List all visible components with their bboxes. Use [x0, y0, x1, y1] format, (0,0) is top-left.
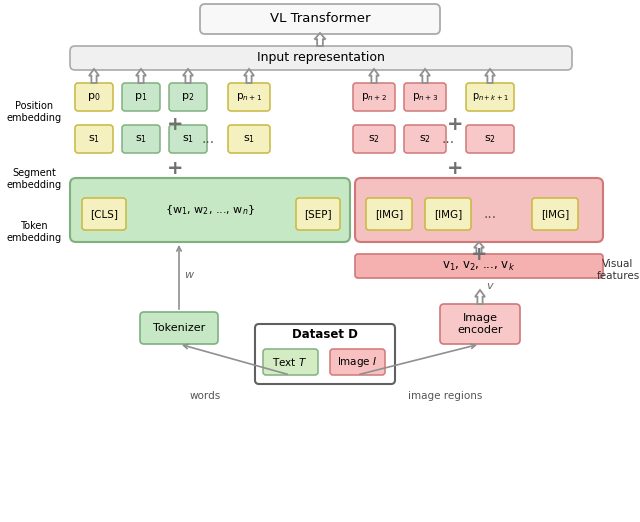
- Text: p$_{n+2}$: p$_{n+2}$: [361, 91, 387, 103]
- Polygon shape: [474, 242, 484, 254]
- Text: +: +: [167, 159, 183, 177]
- FancyBboxPatch shape: [353, 125, 395, 153]
- Polygon shape: [314, 33, 326, 46]
- FancyBboxPatch shape: [200, 4, 440, 34]
- Text: Segment
embedding: Segment embedding: [6, 168, 61, 190]
- FancyBboxPatch shape: [169, 125, 207, 153]
- Text: Token
embedding: Token embedding: [6, 221, 61, 243]
- Text: {w$_1$, w$_2$, ..., w$_n$}: {w$_1$, w$_2$, ..., w$_n$}: [165, 203, 255, 217]
- Text: w: w: [184, 270, 193, 280]
- FancyBboxPatch shape: [263, 349, 318, 375]
- Text: s$_1$: s$_1$: [243, 133, 255, 145]
- Polygon shape: [89, 69, 99, 83]
- Text: s$_1$: s$_1$: [182, 133, 194, 145]
- Text: s$_1$: s$_1$: [88, 133, 100, 145]
- Text: v: v: [486, 281, 493, 291]
- Text: +: +: [471, 244, 487, 264]
- Text: Visual
features: Visual features: [596, 259, 639, 281]
- FancyBboxPatch shape: [355, 178, 603, 242]
- FancyBboxPatch shape: [466, 125, 514, 153]
- Text: Image $I$: Image $I$: [337, 355, 377, 369]
- Text: [IMG]: [IMG]: [375, 209, 403, 219]
- Text: Dataset D: Dataset D: [292, 328, 358, 341]
- Text: ...: ...: [202, 132, 214, 146]
- Text: [IMG]: [IMG]: [541, 209, 569, 219]
- FancyBboxPatch shape: [404, 125, 446, 153]
- FancyBboxPatch shape: [82, 198, 126, 230]
- FancyBboxPatch shape: [440, 304, 520, 344]
- FancyBboxPatch shape: [353, 83, 395, 111]
- Polygon shape: [475, 290, 485, 304]
- FancyBboxPatch shape: [70, 46, 572, 70]
- Text: +: +: [447, 115, 463, 135]
- FancyBboxPatch shape: [532, 198, 578, 230]
- FancyBboxPatch shape: [75, 83, 113, 111]
- Text: s$_2$: s$_2$: [484, 133, 496, 145]
- Text: words: words: [189, 391, 221, 401]
- FancyBboxPatch shape: [296, 198, 340, 230]
- Text: s$_1$: s$_1$: [135, 133, 147, 145]
- Text: +: +: [167, 115, 183, 135]
- FancyBboxPatch shape: [75, 125, 113, 153]
- Text: s$_2$: s$_2$: [419, 133, 431, 145]
- Text: [IMG]: [IMG]: [434, 209, 462, 219]
- FancyBboxPatch shape: [366, 198, 412, 230]
- Text: v$_1$, v$_2$, ..., v$_k$: v$_1$, v$_2$, ..., v$_k$: [442, 259, 516, 272]
- Text: Tokenizer: Tokenizer: [153, 323, 205, 333]
- FancyBboxPatch shape: [255, 324, 395, 384]
- Polygon shape: [420, 69, 430, 83]
- Text: ...: ...: [483, 207, 497, 221]
- FancyBboxPatch shape: [122, 83, 160, 111]
- Text: s$_2$: s$_2$: [368, 133, 380, 145]
- Polygon shape: [183, 69, 193, 83]
- Text: [CLS]: [CLS]: [90, 209, 118, 219]
- Text: p$_{n+k+1}$: p$_{n+k+1}$: [472, 91, 508, 103]
- FancyBboxPatch shape: [70, 178, 350, 242]
- Text: p$_{n+3}$: p$_{n+3}$: [412, 91, 438, 103]
- Text: Image
encoder: Image encoder: [457, 313, 503, 335]
- Text: Text $T$: Text $T$: [273, 356, 308, 368]
- Text: p$_0$: p$_0$: [87, 91, 100, 103]
- Text: p$_2$: p$_2$: [181, 91, 195, 103]
- FancyBboxPatch shape: [228, 125, 270, 153]
- Polygon shape: [369, 69, 379, 83]
- FancyBboxPatch shape: [122, 125, 160, 153]
- Text: Input representation: Input representation: [257, 52, 385, 65]
- FancyBboxPatch shape: [140, 312, 218, 344]
- FancyBboxPatch shape: [228, 83, 270, 111]
- Text: +: +: [447, 159, 463, 177]
- Text: p$_1$: p$_1$: [134, 91, 148, 103]
- Text: [SEP]: [SEP]: [304, 209, 332, 219]
- Polygon shape: [136, 69, 146, 83]
- Text: image regions: image regions: [408, 391, 482, 401]
- Text: Position
embedding: Position embedding: [6, 101, 61, 123]
- FancyBboxPatch shape: [466, 83, 514, 111]
- Text: p$_{n+1}$: p$_{n+1}$: [236, 91, 262, 103]
- Text: ...: ...: [442, 132, 454, 146]
- FancyBboxPatch shape: [330, 349, 385, 375]
- Polygon shape: [485, 69, 495, 83]
- FancyBboxPatch shape: [355, 254, 603, 278]
- FancyBboxPatch shape: [425, 198, 471, 230]
- FancyBboxPatch shape: [404, 83, 446, 111]
- Text: VL Transformer: VL Transformer: [269, 13, 371, 26]
- FancyBboxPatch shape: [169, 83, 207, 111]
- Polygon shape: [244, 69, 254, 83]
